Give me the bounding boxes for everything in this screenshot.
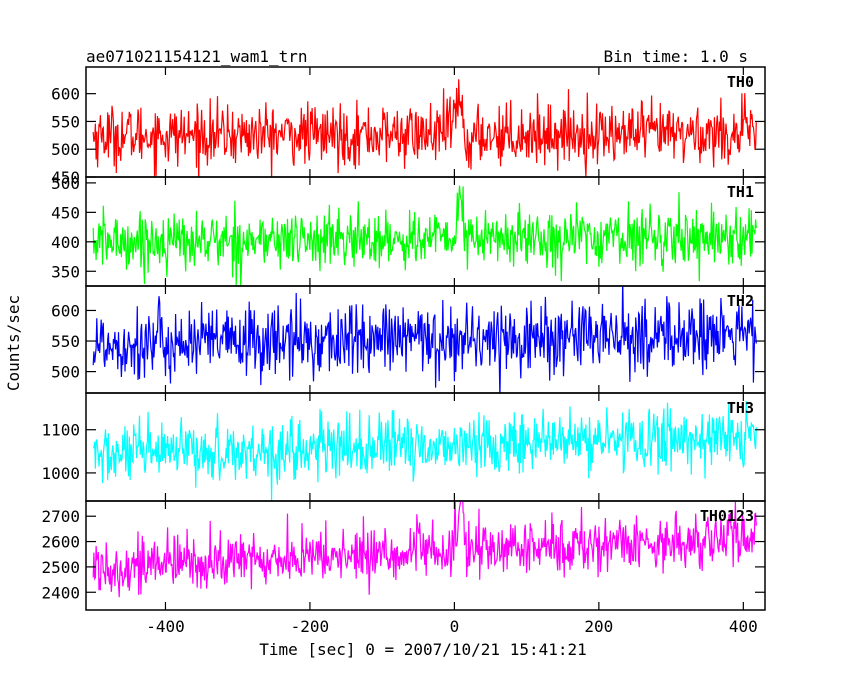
series-line-th0 [92,79,757,177]
y-tick-label: 500 [51,140,80,159]
x-tick-label: -200 [291,617,330,636]
y-tick-label: 550 [51,332,80,351]
panel-th0123: 2400 2500 2600 2700 TH0123 [41,500,766,611]
series-line-th2 [92,286,757,393]
series-line-th0123 [92,501,757,598]
y-tick-label: 600 [51,301,80,320]
y-tick-label: 500 [51,174,80,193]
panel-th2: 500 550 600 TH2 [51,285,766,394]
y-tick-label: 400 [51,233,80,252]
y-tick-label: 450 [51,203,80,222]
bin-time-label: Bin time: 1.0 s [604,47,749,66]
y-tick-label: 550 [51,112,80,131]
panel-th3: 1000 1100 TH3 [41,392,766,502]
series-line-th1 [92,185,757,286]
y-tick-label: 1100 [41,421,80,440]
panel-label: TH0123 [700,507,754,525]
panel-label: TH2 [727,292,754,310]
y-tick-label: 600 [51,85,80,104]
y-tick-label: 2500 [41,558,80,577]
y-tick-label: 450 [51,168,80,187]
y-axis-label: Counts/sec [4,295,23,391]
y-tick-label: 2400 [41,583,80,602]
x-tick-label: 200 [584,617,613,636]
y-tick-label: 500 [51,363,80,382]
series-line-th3 [93,400,757,501]
x-tick-label: -400 [146,617,185,636]
panel-th0: 450 500 550 600 TH0 [51,66,766,187]
x-tick-label: 400 [729,617,758,636]
panel-th1: 350 400 450 500 TH1 [51,174,766,287]
panel-label: TH0 [727,73,754,91]
x-axis-label: Time [sec] 0 = 2007/10/21 15:41:21 [259,640,587,659]
y-tick-label: 2700 [41,507,80,526]
y-tick-label: 2600 [41,533,80,552]
panel-label: TH1 [727,183,754,201]
panel-label: TH3 [727,399,754,417]
x-axis: -400 -200 0 200 400 [146,617,758,636]
y-tick-label: 350 [51,262,80,281]
x-tick-label: 0 [450,617,460,636]
chart-title: ae071021154121_wam1_trn [86,47,308,66]
y-tick-label: 1000 [41,464,80,483]
panel-frame [85,500,766,611]
